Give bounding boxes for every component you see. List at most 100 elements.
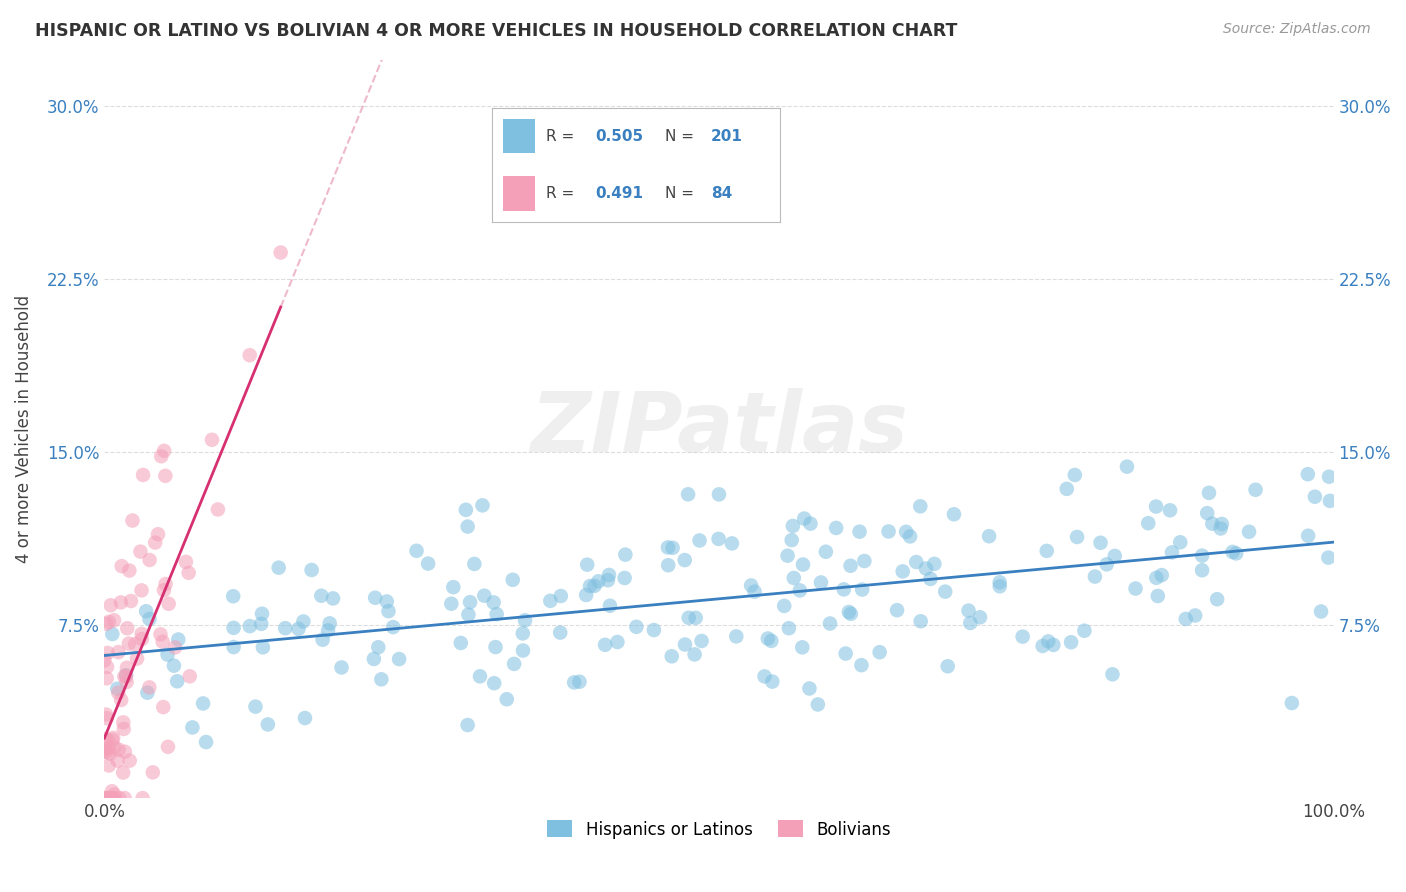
Point (115, 675, 138, 690)
Point (1209, 521, 1232, 535)
Point (195, 735, 218, 749)
Point (1310, 605, 1333, 619)
Point (568, 674, 591, 689)
Point (98, 791, 121, 805)
Point (886, 603, 908, 617)
Point (367, 640, 389, 655)
Point (163, 658, 186, 673)
Point (270, 245, 292, 260)
Point (252, 640, 274, 655)
Point (118, 637, 141, 651)
Point (115, 661, 138, 675)
Point (103, 613, 125, 627)
Point (101, 627, 124, 641)
Point (799, 516, 821, 531)
Point (441, 580, 464, 594)
Point (292, 615, 315, 629)
Point (1150, 568, 1173, 582)
Point (685, 611, 707, 625)
Point (97, 733, 120, 747)
Point (959, 615, 981, 630)
Point (98, 747, 121, 761)
Point (382, 620, 405, 634)
Point (450, 636, 472, 650)
Point (222, 640, 245, 654)
Point (1116, 459, 1139, 474)
Point (250, 607, 273, 621)
Point (364, 591, 387, 605)
Point (463, 557, 485, 571)
Point (689, 533, 711, 548)
Point (773, 599, 796, 613)
Point (174, 555, 197, 569)
Point (294, 711, 316, 725)
Point (142, 765, 165, 780)
Point (579, 579, 602, 593)
Point (512, 626, 534, 640)
Point (405, 543, 427, 558)
Point (155, 468, 177, 483)
Point (957, 604, 980, 618)
Point (575, 588, 598, 602)
Point (287, 622, 309, 636)
Point (111, 559, 134, 574)
Point (96, 616, 118, 631)
Point (165, 640, 187, 655)
Point (458, 595, 481, 609)
Point (707, 532, 730, 546)
Point (725, 629, 748, 643)
Point (799, 681, 821, 696)
Point (132, 467, 155, 482)
Point (1060, 635, 1083, 649)
Point (1191, 563, 1213, 577)
Point (149, 627, 172, 641)
Point (1125, 582, 1147, 596)
Point (454, 503, 477, 517)
Legend: Hispanics or Latinos, Bolivians: Hispanics or Latinos, Bolivians (541, 814, 897, 846)
Point (869, 645, 891, 659)
Point (375, 594, 398, 608)
Point (471, 499, 494, 513)
Point (1101, 667, 1123, 681)
Point (1184, 608, 1206, 623)
Point (107, 686, 129, 700)
Point (97, 758, 120, 772)
Point (778, 621, 800, 635)
Point (807, 698, 830, 712)
Point (1063, 467, 1085, 482)
Point (110, 595, 132, 609)
Point (1303, 490, 1326, 504)
Point (643, 623, 665, 637)
Point (485, 607, 508, 622)
Point (1066, 530, 1088, 544)
Point (370, 673, 392, 687)
Point (93, 653, 115, 667)
Point (761, 674, 783, 689)
Text: Source: ZipAtlas.com: Source: ZipAtlas.com (1223, 22, 1371, 37)
Point (562, 675, 585, 690)
Point (596, 573, 619, 587)
Point (177, 566, 200, 580)
Point (1281, 696, 1303, 710)
Point (792, 558, 814, 572)
Point (416, 557, 439, 571)
Point (468, 669, 491, 683)
Point (138, 681, 160, 695)
Point (818, 616, 841, 631)
Point (761, 633, 783, 648)
Point (1032, 639, 1054, 653)
Point (457, 718, 479, 732)
Point (222, 621, 245, 635)
Point (157, 597, 180, 611)
Point (538, 594, 561, 608)
Point (894, 524, 917, 539)
Point (502, 573, 524, 587)
Point (138, 612, 160, 626)
Point (1222, 545, 1244, 559)
Point (1317, 550, 1340, 565)
Point (1144, 500, 1167, 514)
Point (910, 614, 932, 628)
Point (942, 508, 965, 522)
Point (115, 668, 138, 682)
Point (311, 632, 333, 647)
